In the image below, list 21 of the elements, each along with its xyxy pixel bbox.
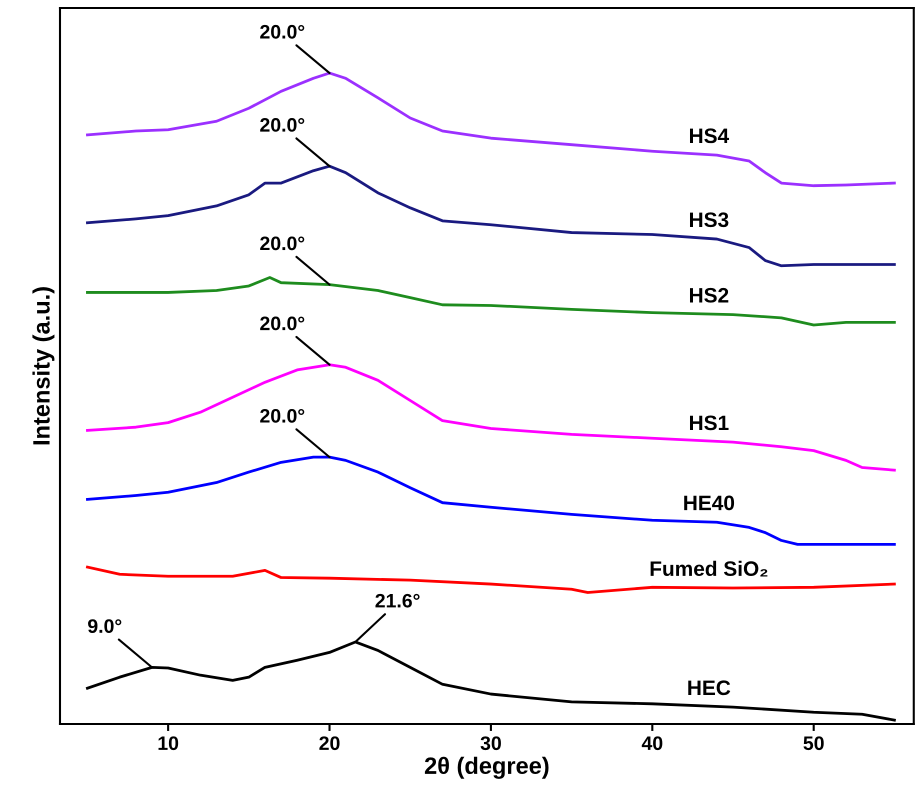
x-tick-label: 50 [803, 736, 824, 750]
annotation: 20.0° [260, 118, 304, 132]
series-label: Fumed SiO₂ [650, 560, 768, 576]
annotation: 9.0° [88, 619, 122, 633]
annotation: 20.0° [260, 316, 304, 330]
series-label: HS2 [690, 288, 728, 303]
series-label: HS3 [690, 212, 728, 228]
series-label: HS1 [690, 415, 729, 430]
annotation: 20.0° [260, 24, 304, 39]
annotation: 21.6° [375, 594, 420, 608]
annotation: 20.0° [260, 408, 304, 423]
x-tick-label: 40 [642, 736, 662, 750]
series-label: HE40 [684, 496, 734, 510]
y-axis-title: Intensity (a.u.) [32, 287, 54, 444]
annotation: 20.0° [260, 236, 304, 250]
series-label: HEC [688, 680, 730, 696]
x-tick-label: 10 [158, 736, 178, 750]
x-axis-title: 2θ (degree) [424, 756, 549, 779]
series-label: HS4 [690, 128, 730, 144]
x-tick-label: 30 [480, 736, 501, 750]
x-tick-label: 20 [319, 736, 340, 750]
